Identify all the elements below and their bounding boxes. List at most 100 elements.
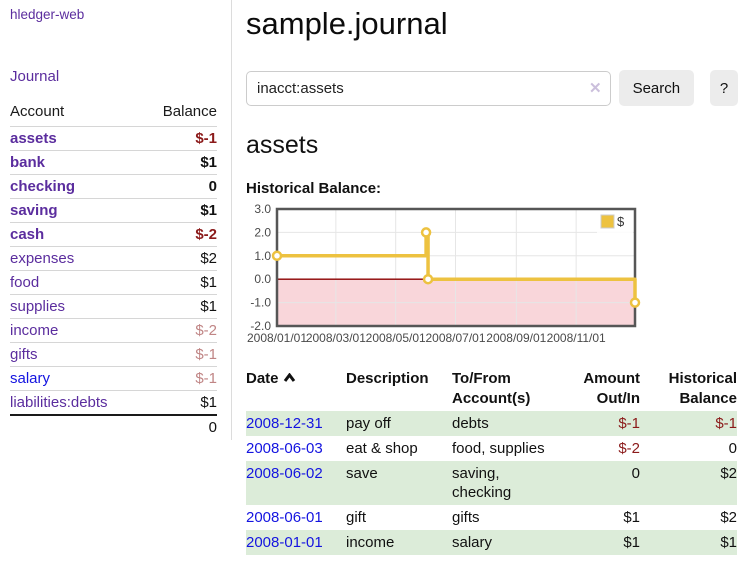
account-row: saving $1 xyxy=(10,198,217,223)
transactions-table: Date Description To/From Account(s) Amou… xyxy=(246,367,737,555)
accounts-total-row: 0 xyxy=(10,414,217,439)
account-link-checking[interactable]: checking xyxy=(10,178,76,195)
transaction-amount: $-2 xyxy=(618,440,640,457)
svg-text:2008/09/01: 2008/09/01 xyxy=(486,331,546,345)
svg-text:2.0: 2.0 xyxy=(254,225,271,239)
transaction-description: pay off xyxy=(346,415,391,432)
transactions-header-row: Date Description To/From Account(s) Amou… xyxy=(246,367,737,411)
transaction-accounts: gifts xyxy=(452,509,480,526)
search-button[interactable]: Search xyxy=(618,70,695,106)
accounts-total-value: 0 xyxy=(143,414,217,439)
transaction-accounts: saving, checking xyxy=(452,465,512,501)
description-column-header: Description xyxy=(346,370,429,387)
account-column-header: Account xyxy=(10,103,65,120)
account-row: expenses $2 xyxy=(10,246,217,271)
transaction-row: 2008-06-03 eat & shop food, supplies $-2… xyxy=(246,436,737,461)
account-link-cash[interactable]: cash xyxy=(10,226,45,243)
account-link-liabilities-debts[interactable]: liabilities:debts xyxy=(10,394,108,411)
account-row: bank $1 xyxy=(10,150,217,175)
sidebar: hledger-web Journal Account Balance asse… xyxy=(0,0,232,440)
svg-text:2008/11/01: 2008/11/01 xyxy=(547,331,606,345)
app-title-link[interactable]: hledger-web xyxy=(10,7,85,22)
svg-text:$: $ xyxy=(617,214,625,229)
account-link-supplies[interactable]: supplies xyxy=(10,298,66,315)
account-row: food $1 xyxy=(10,270,217,295)
account-row: checking 0 xyxy=(10,174,217,199)
transaction-description: save xyxy=(346,465,378,482)
account-link-expenses[interactable]: expenses xyxy=(10,250,75,267)
account-row: salary $-1 xyxy=(10,366,217,391)
transaction-row: 2008-06-01 gift gifts $1 $2 xyxy=(246,505,737,530)
amount-column-header: Amount Out/In xyxy=(583,370,640,407)
account-balance: $1 xyxy=(143,390,217,415)
svg-text:0.0: 0.0 xyxy=(254,272,271,286)
transaction-date-link[interactable]: 2008-06-01 xyxy=(246,509,323,526)
help-button[interactable]: ? xyxy=(710,70,738,106)
account-link-bank[interactable]: bank xyxy=(10,154,46,171)
account-balance: $1 xyxy=(143,270,217,295)
balance-column-header: Historical Balance xyxy=(668,370,737,407)
accounts-table-header: Account Balance xyxy=(10,101,217,127)
sidebar-item-journal[interactable]: Journal xyxy=(10,68,60,85)
transaction-description: eat & shop xyxy=(346,440,418,457)
account-link-salary[interactable]: salary xyxy=(10,370,51,387)
account-heading: assets xyxy=(246,131,319,159)
accounts-table: Account Balance assets $-1 bank $1 check… xyxy=(10,101,217,439)
transaction-accounts: debts xyxy=(452,415,489,432)
svg-text:2008/01/01: 2008/01/01 xyxy=(247,331,307,345)
svg-text:2008/05/01: 2008/05/01 xyxy=(366,331,426,345)
transaction-balance: $-1 xyxy=(715,415,737,432)
balance-column-header: Balance xyxy=(162,103,217,120)
transaction-date-link[interactable]: 2008-01-01 xyxy=(246,534,323,551)
account-balance: $1 xyxy=(143,198,217,223)
account-balance: $2 xyxy=(143,246,217,271)
svg-text:2008/03/01: 2008/03/01 xyxy=(306,331,366,345)
account-balance: $1 xyxy=(143,150,217,175)
clear-search-icon[interactable]: ✕ xyxy=(589,79,602,97)
account-link-saving[interactable]: saving xyxy=(10,202,58,219)
account-balance: $-2 xyxy=(143,222,217,247)
account-row: assets $-1 xyxy=(10,126,217,151)
account-row: gifts $-1 xyxy=(10,342,217,367)
account-row: cash $-2 xyxy=(10,222,217,247)
main-content: sample.journal ✕ Search ? assets Histori… xyxy=(246,0,738,555)
transaction-row: 2008-12-31 pay off debts $-1 $-1 xyxy=(246,411,737,436)
search-input[interactable] xyxy=(246,70,611,106)
search-box: ✕ xyxy=(246,70,611,106)
date-column-header[interactable]: Date xyxy=(246,367,346,411)
transaction-amount: $-1 xyxy=(618,415,640,432)
sort-ascending-icon xyxy=(283,369,296,389)
transaction-row: 2008-01-01 income salary $1 $1 xyxy=(246,530,737,555)
account-balance: $1 xyxy=(143,294,217,319)
svg-text:2008/07/01: 2008/07/01 xyxy=(425,331,485,345)
transaction-amount: $1 xyxy=(623,534,640,551)
svg-text:3.0: 3.0 xyxy=(254,204,271,216)
transaction-description: income xyxy=(346,534,395,551)
account-balance: $-1 xyxy=(143,126,217,151)
transaction-amount: $1 xyxy=(623,509,640,526)
account-row: income $-2 xyxy=(10,318,217,343)
transaction-date-link[interactable]: 2008-06-02 xyxy=(246,465,323,482)
transaction-date-link[interactable]: 2008-06-03 xyxy=(246,440,323,457)
account-balance: 0 xyxy=(143,174,217,199)
accounts-column-header: To/From Account(s) xyxy=(452,370,531,407)
transaction-accounts: salary xyxy=(452,534,493,551)
account-link-gifts[interactable]: gifts xyxy=(10,346,38,363)
transaction-amount: 0 xyxy=(631,465,640,482)
account-row: liabilities:debts $1 xyxy=(10,390,217,415)
account-balance: $-1 xyxy=(143,366,217,391)
account-link-assets[interactable]: assets xyxy=(10,130,57,147)
transaction-row: 2008-06-02 save saving, checking 0 $2 xyxy=(246,461,737,505)
chart-heading: Historical Balance: xyxy=(246,180,382,197)
historical-balance-chart: 3.0 2.0 1.0 0.0 -1.0 -2.02008/01/012008/03/01… xyxy=(247,204,641,345)
transaction-accounts: food, supplies xyxy=(452,440,545,457)
account-link-food[interactable]: food xyxy=(10,274,40,291)
account-link-income[interactable]: income xyxy=(10,322,59,339)
page-title: sample.journal xyxy=(246,6,448,41)
transaction-balance: $1 xyxy=(720,534,737,551)
account-row: supplies $1 xyxy=(10,294,217,319)
account-balance: $-1 xyxy=(143,342,217,367)
transaction-balance: $2 xyxy=(720,509,737,526)
search-form: ✕ Search ? xyxy=(246,70,738,106)
transaction-date-link[interactable]: 2008-12-31 xyxy=(246,415,323,432)
